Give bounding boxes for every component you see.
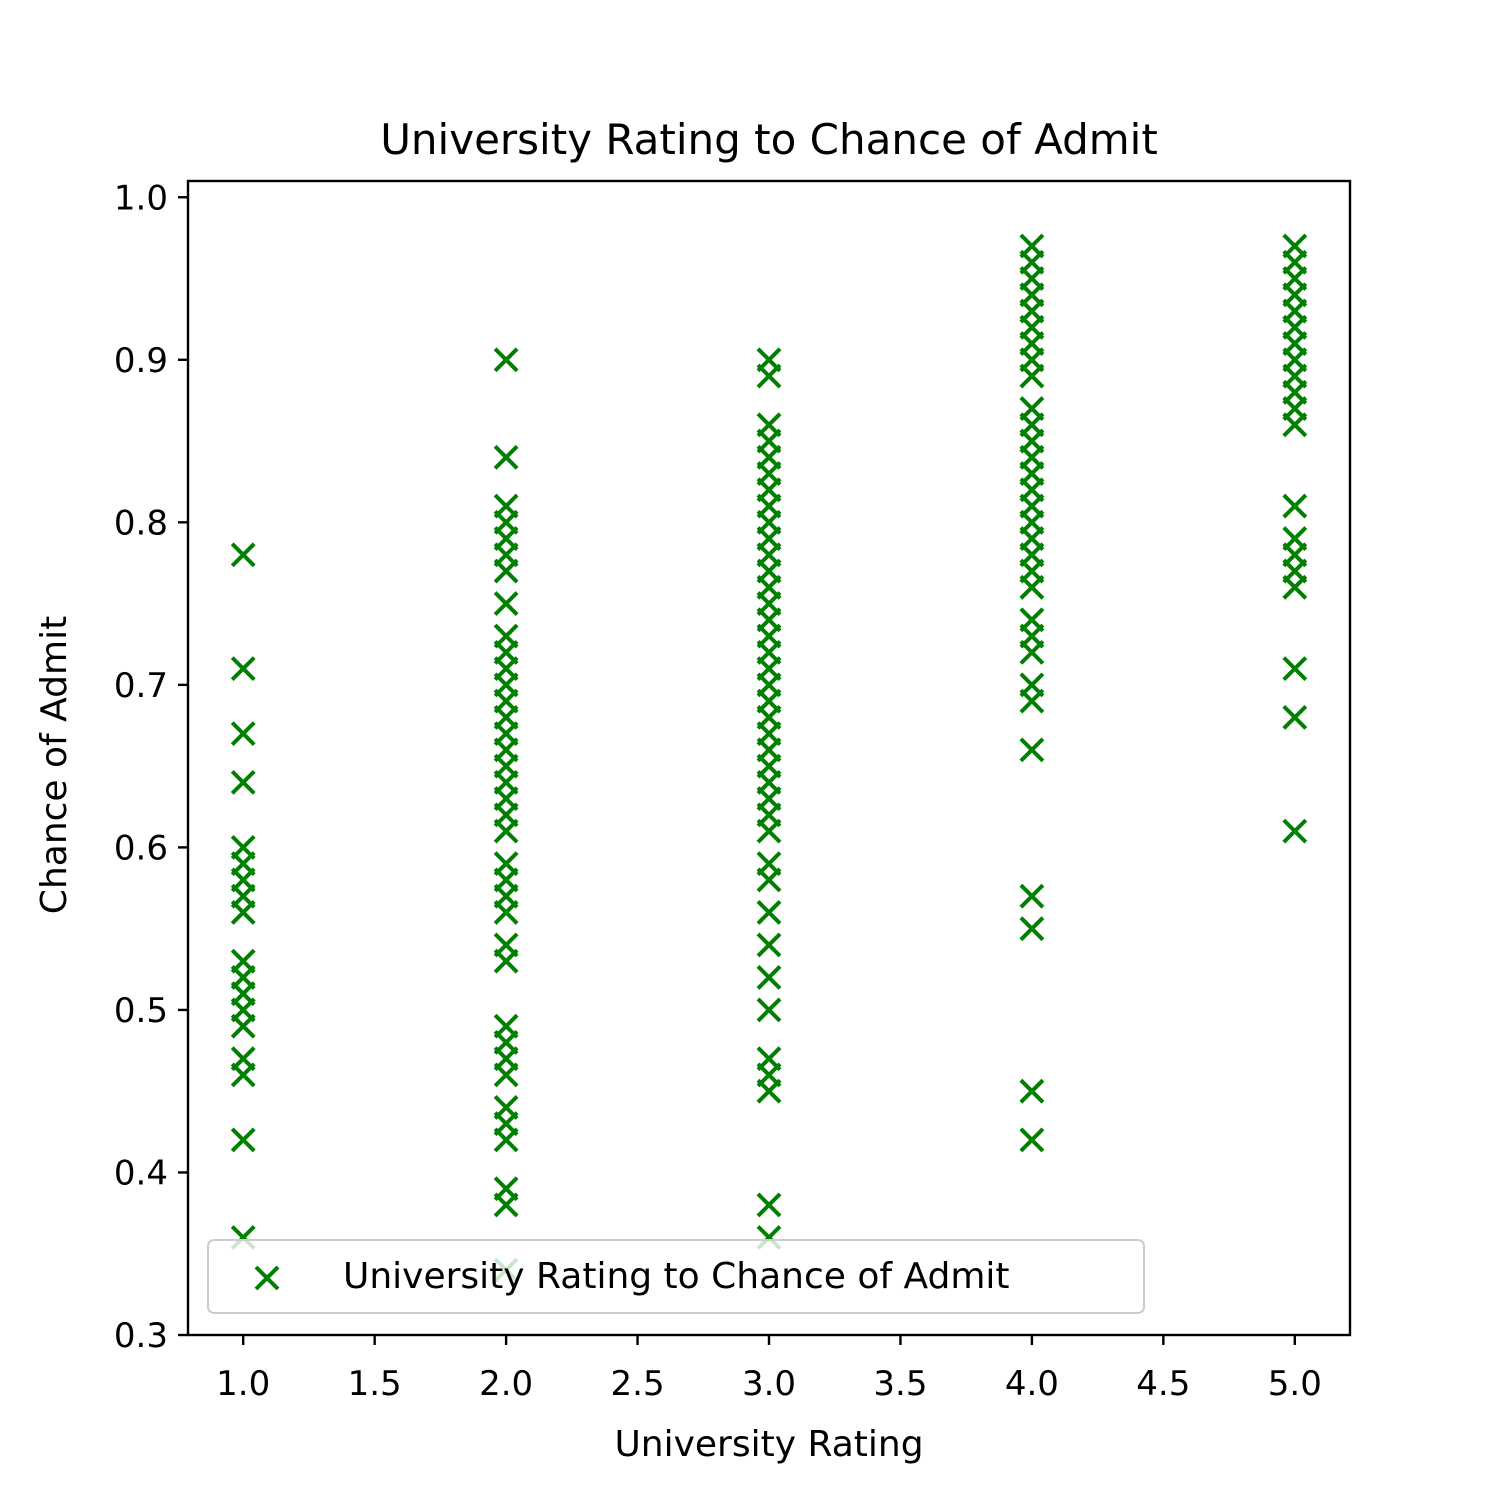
- data-point: [756, 932, 782, 958]
- data-point: [493, 899, 519, 925]
- y-tick-label: 0.3: [114, 1316, 168, 1356]
- plot-frame: [186, 179, 1352, 1337]
- data-point: [493, 558, 519, 584]
- data-point: [1282, 818, 1308, 844]
- data-point: [1019, 1127, 1045, 1153]
- y-tick-label: 0.5: [114, 991, 168, 1031]
- legend-marker-x-icon: [254, 1265, 280, 1291]
- data-point: [230, 1013, 256, 1039]
- x-tick-label: 2.5: [611, 1364, 665, 1404]
- legend-box: [207, 1239, 1145, 1314]
- legend-entry-label: University Rating to Chance of Admit: [343, 1256, 1010, 1297]
- x-tick-label: 4.5: [1136, 1364, 1190, 1404]
- data-point: [493, 818, 519, 844]
- data-point: [1019, 363, 1045, 389]
- data-point: [493, 1127, 519, 1153]
- data-point: [493, 347, 519, 373]
- data-point: [1282, 704, 1308, 730]
- data-point: [756, 818, 782, 844]
- data-point: [230, 769, 256, 795]
- x-tick-label: 1.0: [216, 1364, 270, 1404]
- legend-marker: [254, 1265, 280, 1291]
- data-point: [756, 1078, 782, 1104]
- data-point: [1019, 916, 1045, 942]
- data-point: [756, 1192, 782, 1218]
- x-tick-label: 1.5: [348, 1364, 402, 1404]
- data-points: [230, 233, 1308, 1283]
- data-point: [1019, 883, 1045, 909]
- x-axis-label: University Rating: [614, 1424, 923, 1465]
- data-point: [230, 1127, 256, 1153]
- data-point: [756, 997, 782, 1023]
- data-point: [493, 948, 519, 974]
- data-point: [1282, 574, 1308, 600]
- data-point: [230, 899, 256, 925]
- data-point: [1019, 639, 1045, 665]
- data-point: [756, 867, 782, 893]
- data-point: [756, 965, 782, 990]
- x-tick-label: 2.0: [479, 1364, 533, 1404]
- data-point: [1282, 412, 1308, 438]
- data-point: [756, 363, 782, 389]
- x-tick-label: 5.0: [1268, 1364, 1322, 1404]
- data-point: [1019, 574, 1045, 600]
- axis-ticks: 1.0 1.5 2.0 2.5 3.0 3.5 4.0 4.5 5.0 0.3 0.4 0.5 0.6 0…: [114, 178, 1322, 1404]
- data-point: [1282, 493, 1308, 519]
- data-point: [1019, 737, 1045, 763]
- y-tick-label: 0.9: [114, 341, 168, 381]
- data-point: [493, 1192, 519, 1218]
- data-point: [1019, 688, 1045, 714]
- y-tick-label: 1.0: [114, 178, 168, 218]
- y-tick-label: 0.6: [114, 828, 168, 868]
- x-tick-label: 4.0: [1005, 1364, 1059, 1404]
- y-tick-label: 0.7: [114, 666, 168, 706]
- y-tick-label: 0.8: [114, 503, 168, 543]
- data-point: [1282, 656, 1308, 682]
- y-axis-label: Chance of Admit: [34, 616, 75, 914]
- x-tick-label: 3.0: [742, 1364, 796, 1404]
- data-point: [756, 899, 782, 925]
- y-tick-label: 0.4: [114, 1153, 168, 1193]
- data-point: [230, 721, 256, 747]
- data-point: [493, 444, 519, 470]
- legend: University Rating to Chance of Admit: [207, 1239, 1145, 1314]
- data-point: [493, 1062, 519, 1088]
- x-tick-label: 3.5: [873, 1364, 927, 1404]
- data-point: [493, 591, 519, 617]
- data-point: [230, 656, 256, 682]
- data-point: [230, 1062, 256, 1088]
- chart-title: University Rating to Chance of Admit: [380, 115, 1158, 164]
- data-point: [230, 542, 256, 568]
- data-point: [1019, 1078, 1045, 1104]
